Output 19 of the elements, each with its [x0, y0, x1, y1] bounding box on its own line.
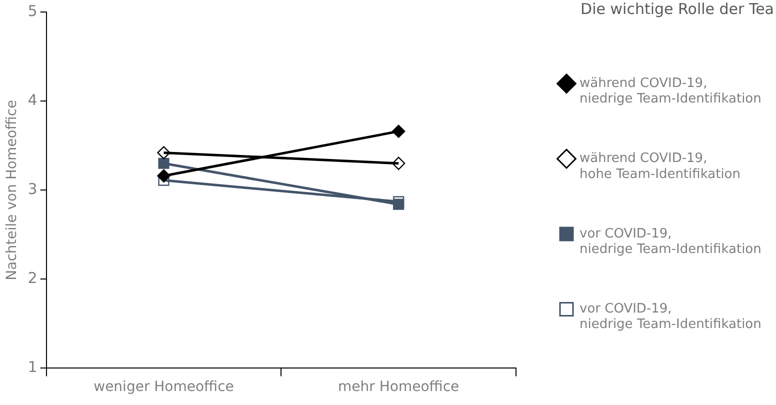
point [392, 124, 406, 138]
point [157, 169, 170, 182]
x-tick-label: weniger Homeoffice [94, 379, 234, 396]
y-tick-label: 5 [28, 2, 38, 20]
legend-label: während COVID-19, hohe Team-Identifikation [580, 151, 741, 182]
point [392, 156, 406, 170]
y-tick-label: 1 [28, 358, 38, 376]
y-tick-label: 2 [28, 269, 38, 288]
point [157, 146, 170, 160]
y-tick-label: 3 [28, 180, 38, 198]
y-axis-title: Nachteile von Homeoffice [4, 100, 20, 280]
text: Die wichtige Rolle der Tea [580, 0, 774, 18]
legend-label: während COVID-19, niedrige Team-Identifikation [580, 76, 762, 107]
point [158, 158, 170, 169]
x-tick-label: mehr Homeoffice [338, 379, 460, 396]
y-tick-label: 4 [28, 90, 38, 109]
point [393, 198, 404, 210]
legend-label: vor COVID-19, niedrige Team-Identifikation [580, 226, 762, 257]
legend-label: vor COVID-19, niedrige Team-Identifikation [580, 302, 762, 332]
